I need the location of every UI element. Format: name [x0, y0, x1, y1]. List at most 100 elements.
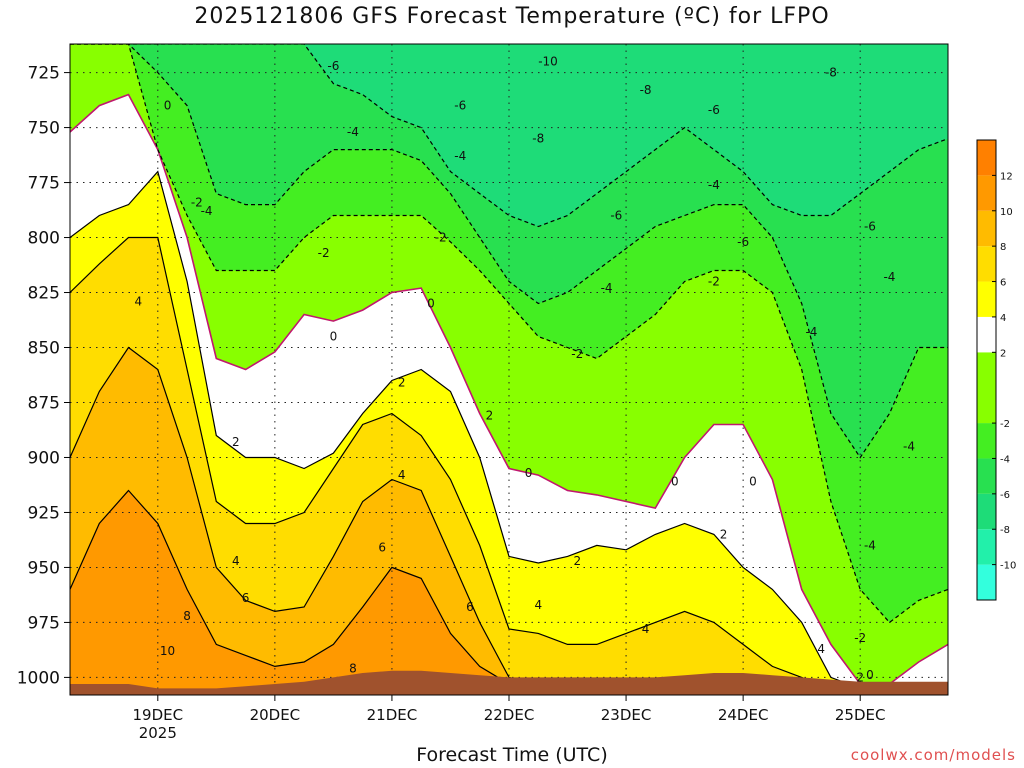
- contour-label: -2: [571, 347, 583, 361]
- colorbar-segment: [977, 175, 996, 211]
- contour-label: -6: [327, 59, 339, 73]
- x-tick-label: 21DEC: [367, 706, 418, 724]
- contour-label: -4: [883, 270, 895, 284]
- contour-label: 2: [398, 376, 406, 390]
- contour-label: -6: [737, 235, 749, 249]
- ground-fill: [70, 670, 948, 695]
- contour-label: -2: [191, 195, 203, 209]
- contour-label: 6: [242, 591, 250, 605]
- isotherm-line: [70, 44, 948, 459]
- x-axis-label: Forecast Time (UTC): [416, 744, 608, 766]
- colorbar-frame: [976, 139, 997, 601]
- x-tick-label: 25DEC: [835, 706, 886, 724]
- y-tick-label: 750: [28, 119, 60, 139]
- colorbar-label: 6: [1000, 278, 1006, 289]
- y-tick-label: 800: [28, 229, 60, 249]
- contour-label: 6: [378, 541, 386, 555]
- colorbar-segment: [977, 458, 996, 494]
- colorbar-segment: [977, 281, 996, 317]
- contour-label: -2: [854, 631, 866, 645]
- contour-label: 2: [720, 527, 728, 541]
- contour-label: -6: [708, 103, 720, 117]
- colorbar-label: 10: [1000, 207, 1013, 218]
- colorbar-segment: [977, 210, 996, 247]
- contour-label: 6: [466, 600, 474, 614]
- contour-label: -2: [708, 275, 720, 289]
- contour-label: 0: [525, 466, 533, 480]
- contour-label: 4: [232, 554, 240, 568]
- isotherm-line: [70, 93, 948, 685]
- contour-label: 2: [573, 554, 581, 568]
- contour-label: -4: [454, 149, 466, 163]
- contour-label: -8: [532, 132, 544, 146]
- colorbar-segment: [977, 493, 996, 530]
- contour-label: 0: [749, 475, 757, 489]
- y-tick-label: 775: [28, 174, 60, 194]
- colorbar-label: -10: [1000, 561, 1016, 572]
- contour-label: 0: [164, 99, 172, 113]
- y-tick-label: 725: [28, 64, 60, 84]
- contour-label: -4: [708, 178, 720, 192]
- contour-label: -10: [538, 55, 558, 69]
- contour-label: -2: [435, 231, 447, 245]
- contour-label: 4: [134, 294, 142, 308]
- contour-label: -6: [864, 220, 876, 234]
- contour-label: 10: [160, 644, 175, 658]
- contour-label: 0: [330, 330, 338, 344]
- contour-label: -4: [864, 538, 876, 552]
- colorbar-segment: [977, 316, 996, 353]
- y-tick-label: 875: [28, 393, 60, 413]
- contour-label: -8: [640, 83, 652, 97]
- credit-text: coolwx.com/models: [850, 746, 1016, 764]
- chart-title: 2025121806 GFS Forecast Temperature (ºC)…: [194, 4, 830, 29]
- x-tick-label: 23DEC: [601, 706, 652, 724]
- x-tick-label: 19DEC: [133, 706, 184, 724]
- colorbar-segment: [977, 529, 996, 565]
- contour-label: 0: [671, 475, 679, 489]
- colorbar-segment: [977, 352, 996, 424]
- colorbar-label: -8: [1000, 525, 1010, 536]
- colorbar-label: 2: [1000, 348, 1006, 359]
- x-tick-sublabel: 2025: [139, 724, 177, 742]
- contour-label: -4: [601, 281, 613, 295]
- isotherm-line: [70, 170, 948, 689]
- contour-label: 2: [856, 670, 864, 684]
- ground-surface: [70, 670, 948, 695]
- contour-label: 0: [866, 668, 874, 682]
- colorbar-label: -4: [1000, 454, 1010, 465]
- colorbar-segment: [977, 423, 996, 459]
- contour-label: 4: [398, 468, 406, 482]
- contour-label: 2: [486, 409, 494, 423]
- y-tick-label: 825: [28, 284, 60, 304]
- contour-label: -6: [454, 99, 466, 113]
- contour-label: 8: [183, 609, 191, 623]
- colorbar-label: 4: [1000, 313, 1006, 324]
- y-tick-label: 1000: [17, 668, 60, 688]
- contour-label: -8: [825, 66, 837, 80]
- colorbar-label: 12: [1000, 171, 1013, 182]
- contour-label: 4: [534, 598, 542, 612]
- contour-label: -4: [201, 204, 213, 218]
- contour-label: -4: [805, 325, 817, 339]
- isotherm-line: [70, 44, 948, 624]
- fill-band-plus4: [70, 237, 948, 695]
- contour-label: -4: [903, 439, 915, 453]
- colorbar-segment: [977, 246, 996, 282]
- colorbar-label: 8: [1000, 242, 1006, 253]
- colorbar-label: -2: [1000, 419, 1010, 430]
- x-tick-label: 20DEC: [250, 706, 301, 724]
- contour-label: -2: [318, 246, 330, 260]
- colorbar-segment: [977, 140, 996, 176]
- y-tick-label: 925: [28, 503, 60, 523]
- contour-label: 8: [349, 662, 357, 676]
- x-tick-label: 24DEC: [718, 706, 769, 724]
- colorbar-label: -6: [1000, 490, 1010, 501]
- contour-label: -6: [610, 209, 622, 223]
- y-tick-label: 975: [28, 613, 60, 633]
- y-tick-label: 900: [28, 448, 60, 468]
- colorbar: -10 -8 -6 -4 -2 2 4 6 8 10 12: [976, 139, 1016, 601]
- y-axis: 725 750 775 800 825 850 875 900 925 950 975 1000: [17, 64, 70, 688]
